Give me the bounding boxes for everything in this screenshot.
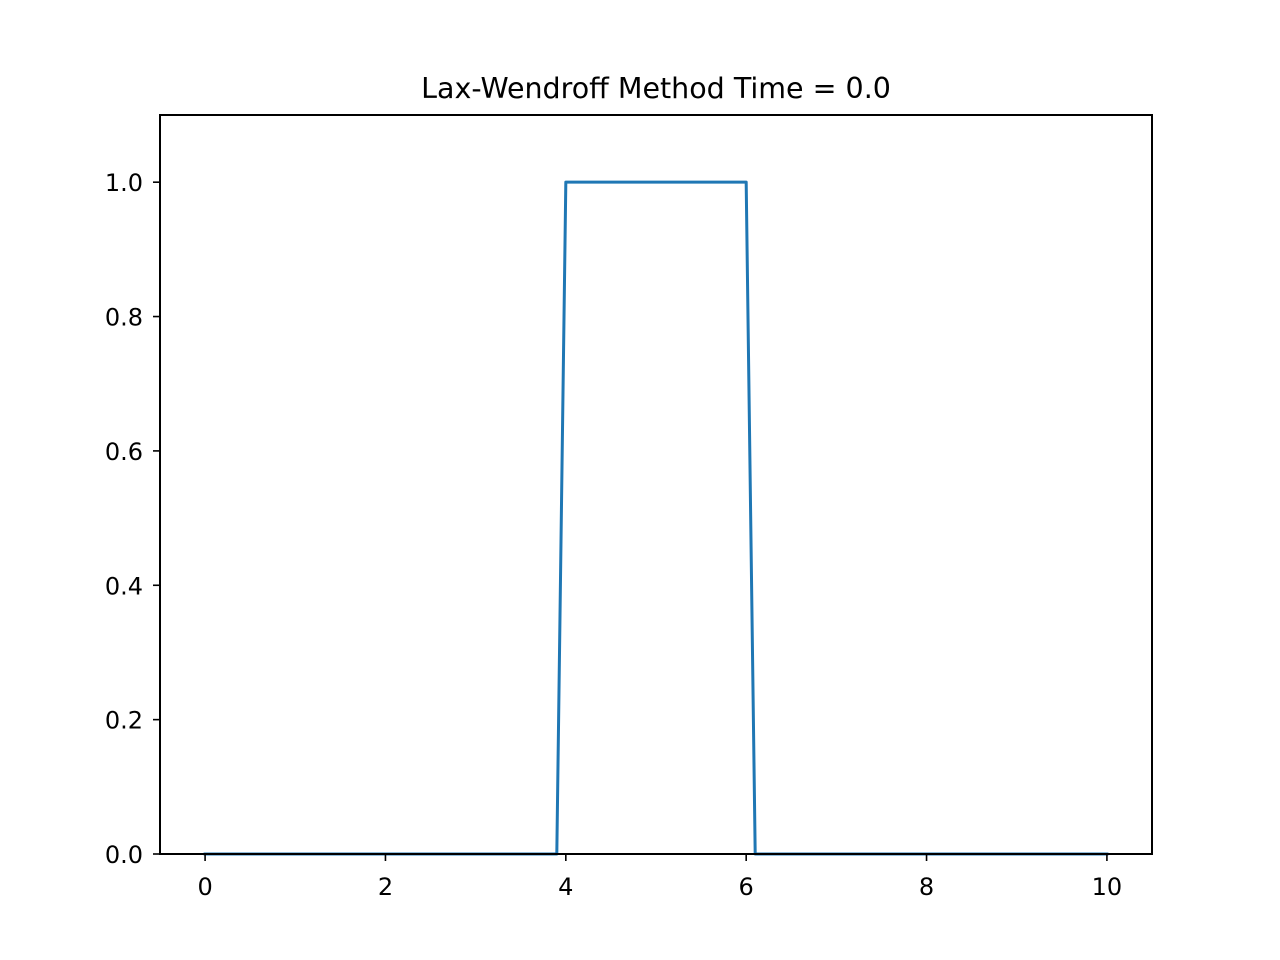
x-axis: 0 2 4 6 8 10 — [197, 854, 1122, 901]
x-tick-label: 6 — [739, 873, 754, 901]
x-tick-label: 10 — [1092, 873, 1123, 901]
y-tick-label: 0.4 — [105, 572, 143, 600]
x-tick-label: 0 — [197, 873, 212, 901]
y-tick-label: 1.0 — [105, 169, 143, 197]
series-layer — [203, 180, 1109, 856]
x-tick-label: 8 — [919, 873, 934, 901]
series-line-0 — [203, 180, 1109, 856]
x-tick-label: 2 — [378, 873, 393, 901]
plot-area-frame — [159, 114, 1153, 855]
y-tick-label: 0.2 — [105, 707, 143, 735]
y-tick-label: 0.0 — [105, 841, 143, 869]
y-tick-label: 0.6 — [105, 438, 143, 466]
chart-title: Lax-Wendroff Method Time = 0.0 — [421, 72, 891, 105]
y-tick-label: 0.8 — [105, 304, 143, 332]
y-axis: 0.0 0.2 0.4 0.6 0.8 1.0 — [105, 169, 160, 869]
x-tick-label: 4 — [558, 873, 573, 901]
